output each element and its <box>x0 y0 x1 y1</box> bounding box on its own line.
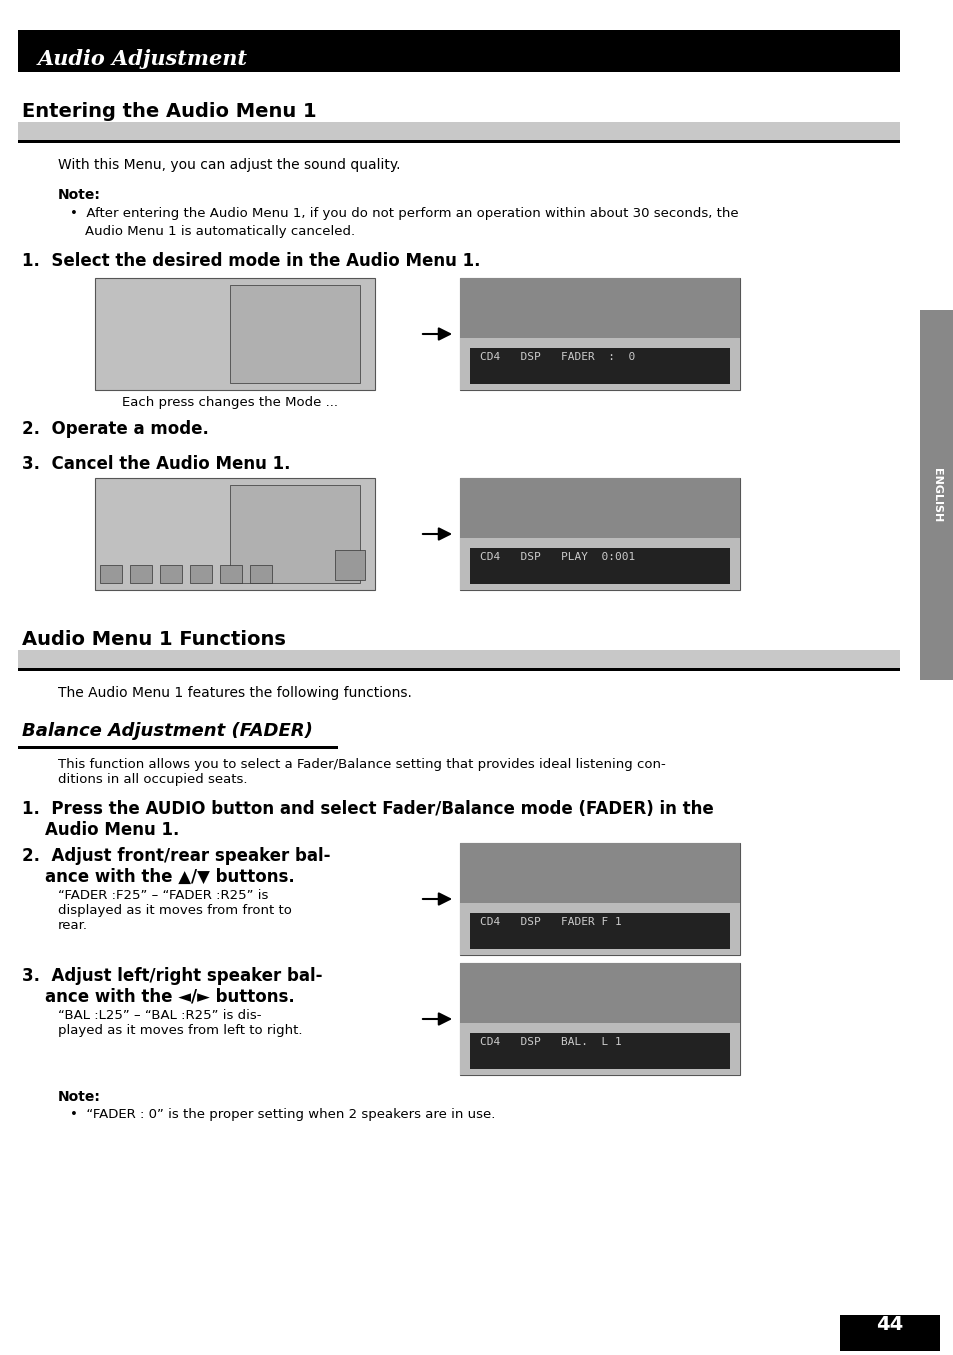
Text: 1.  Press the AUDIO button and select Fader/Balance mode (FADER) in the
    Audi: 1. Press the AUDIO button and select Fad… <box>22 799 713 839</box>
Text: Note:: Note: <box>58 188 101 202</box>
Bar <box>459 478 740 589</box>
Text: “FADER :F25” – “FADER :R25” is
displayed as it moves from front to
rear.: “FADER :F25” – “FADER :R25” is displayed… <box>58 889 292 932</box>
Text: CD4   DSP   PLAY  0:001: CD4 DSP PLAY 0:001 <box>479 551 635 562</box>
Text: This function allows you to select a Fader/Balance setting that provides ideal l: This function allows you to select a Fad… <box>58 757 665 786</box>
Bar <box>470 1033 729 1069</box>
Text: Audio Adjustment: Audio Adjustment <box>38 49 248 69</box>
Bar <box>459 337 740 390</box>
Text: Balance Adjustment (FADER): Balance Adjustment (FADER) <box>22 722 313 740</box>
Bar <box>840 1314 939 1351</box>
Text: Each press changes the Mode ...: Each press changes the Mode ... <box>122 396 337 409</box>
Bar <box>230 485 359 583</box>
Bar <box>470 913 729 948</box>
Bar <box>130 565 152 583</box>
Text: Audio Menu 1 Functions: Audio Menu 1 Functions <box>22 630 286 649</box>
Bar <box>100 565 122 583</box>
Bar <box>459 963 740 1023</box>
Text: CD4   DSP   FADER  :  0: CD4 DSP FADER : 0 <box>479 352 635 362</box>
Bar <box>18 122 899 140</box>
Bar <box>470 547 729 584</box>
Bar <box>18 668 899 671</box>
Bar <box>220 565 242 583</box>
Text: Audio Menu 1 is automatically canceled.: Audio Menu 1 is automatically canceled. <box>85 225 355 238</box>
Bar <box>18 140 899 144</box>
Text: 3.  Adjust left/right speaker bal-
    ance with the ◄/► buttons.: 3. Adjust left/right speaker bal- ance w… <box>22 967 322 1005</box>
Text: With this Menu, you can adjust the sound quality.: With this Menu, you can adjust the sound… <box>58 159 400 172</box>
Text: CD4   DSP   BAL.  L 1: CD4 DSP BAL. L 1 <box>479 1037 621 1047</box>
Bar <box>459 902 740 955</box>
Bar <box>459 1023 740 1075</box>
Bar <box>95 278 375 390</box>
Bar <box>335 550 365 580</box>
Bar <box>919 310 953 680</box>
Bar <box>459 843 740 902</box>
Text: “BAL :L25” – “BAL :R25” is dis-
played as it moves from left to right.: “BAL :L25” – “BAL :R25” is dis- played a… <box>58 1009 302 1037</box>
Bar <box>459 843 740 955</box>
Bar <box>190 565 212 583</box>
Text: •  After entering the Audio Menu 1, if you do not perform an operation within ab: • After entering the Audio Menu 1, if yo… <box>70 207 738 220</box>
Text: •  “FADER : 0” is the proper setting when 2 speakers are in use.: • “FADER : 0” is the proper setting when… <box>70 1108 495 1121</box>
Bar <box>18 747 337 749</box>
Bar <box>95 478 375 589</box>
Text: 1.  Select the desired mode in the Audio Menu 1.: 1. Select the desired mode in the Audio … <box>22 252 480 270</box>
Bar <box>18 30 899 72</box>
Text: 2.  Operate a mode.: 2. Operate a mode. <box>22 420 209 438</box>
Text: CD4   DSP   FADER F 1: CD4 DSP FADER F 1 <box>479 917 621 927</box>
Text: 44: 44 <box>876 1314 902 1335</box>
Bar <box>459 278 740 337</box>
Text: 2.  Adjust front/rear speaker bal-
    ance with the ▲/▼ buttons.: 2. Adjust front/rear speaker bal- ance w… <box>22 847 330 886</box>
Bar <box>160 565 182 583</box>
Text: Entering the Audio Menu 1: Entering the Audio Menu 1 <box>22 102 316 121</box>
Bar <box>459 963 740 1075</box>
Bar <box>470 348 729 383</box>
Text: 3.  Cancel the Audio Menu 1.: 3. Cancel the Audio Menu 1. <box>22 455 291 473</box>
Bar <box>230 285 359 383</box>
Text: ENGLISH: ENGLISH <box>931 467 941 522</box>
Bar <box>459 478 740 538</box>
Bar <box>250 565 272 583</box>
Bar <box>18 650 899 668</box>
Text: Note:: Note: <box>58 1089 101 1104</box>
Bar <box>459 538 740 589</box>
Text: The Audio Menu 1 features the following functions.: The Audio Menu 1 features the following … <box>58 686 412 701</box>
Bar <box>459 278 740 390</box>
